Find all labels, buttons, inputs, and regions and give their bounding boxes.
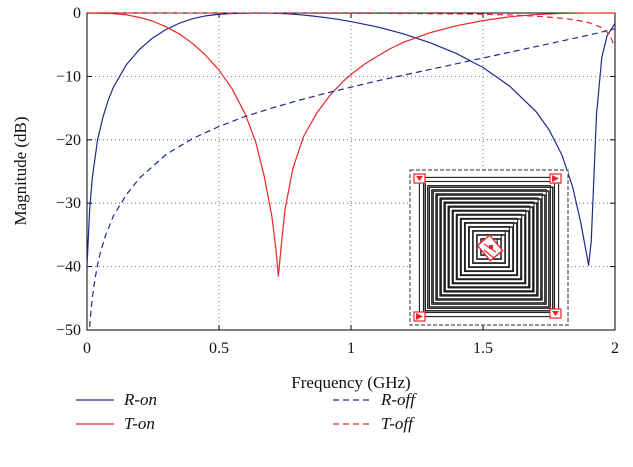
- y-tick-label: −40: [56, 259, 81, 276]
- y-axis-title: Magnitude (dB): [11, 116, 30, 225]
- port-top-right-arrow-icon: [552, 175, 559, 182]
- legend-label-r-on: R-on: [123, 390, 157, 409]
- y-tick-label: 0: [73, 5, 81, 22]
- x-axis-ticks: 0 0.5 1 1.5 2: [83, 13, 619, 357]
- legend-label-r-off: R-off: [380, 390, 417, 409]
- spiral-turn-icon: [455, 213, 523, 281]
- port-bottom-right-arrow-icon: [552, 311, 559, 316]
- x-tick-label: 0: [83, 340, 91, 357]
- x-axis-title: Frequency (GHz): [291, 373, 410, 392]
- spiral-turn-icon: [427, 185, 551, 309]
- spiral-turn-icon: [439, 197, 539, 297]
- port-bottom-left-arrow-icon: [416, 313, 423, 320]
- spiral-turn-icon: [451, 209, 527, 285]
- spiral-inductor-inset: [409, 169, 569, 326]
- spiral-turn-icon: [472, 230, 506, 264]
- spiral-turn-icon: [447, 205, 531, 289]
- legend-label-t-off: T-off: [381, 414, 415, 433]
- inset-ports: [413, 173, 562, 322]
- x-tick-label: 0.5: [209, 340, 229, 357]
- series-line-r-on: [86, 12, 616, 267]
- series-line-t-on: [86, 12, 616, 277]
- grid: [87, 13, 615, 330]
- spiral-turn-icon: [418, 176, 560, 318]
- spiral-turn-icon: [422, 180, 556, 314]
- spiral-turn-icon: [468, 226, 510, 268]
- spiral-turn-icon: [459, 217, 519, 277]
- port-top-left-arrow-icon: [416, 176, 423, 181]
- y-tick-label: −10: [56, 68, 81, 85]
- spiral-turn-icon: [443, 201, 535, 293]
- spiral-turn-icon: [435, 193, 543, 301]
- spiral-turn-icon: [463, 221, 515, 273]
- x-tick-label: 2: [611, 340, 619, 357]
- x-tick-label: 1.5: [473, 340, 493, 357]
- spiral-coil-icon: [418, 176, 560, 318]
- x-tick-label: 1: [347, 340, 355, 357]
- y-tick-label: −30: [56, 195, 81, 212]
- y-tick-label: −20: [56, 132, 81, 149]
- legend-label-t-on: T-on: [124, 414, 155, 433]
- series-lines: [86, 12, 616, 327]
- switch-element-icon: [476, 234, 504, 262]
- series-line-t-off: [87, 12, 616, 49]
- legend: R-on T-on R-off T-off: [76, 390, 417, 433]
- spiral-turn-icon: [431, 189, 547, 305]
- series-line-r-off: [89, 28, 616, 327]
- y-tick-label: −50: [56, 322, 81, 339]
